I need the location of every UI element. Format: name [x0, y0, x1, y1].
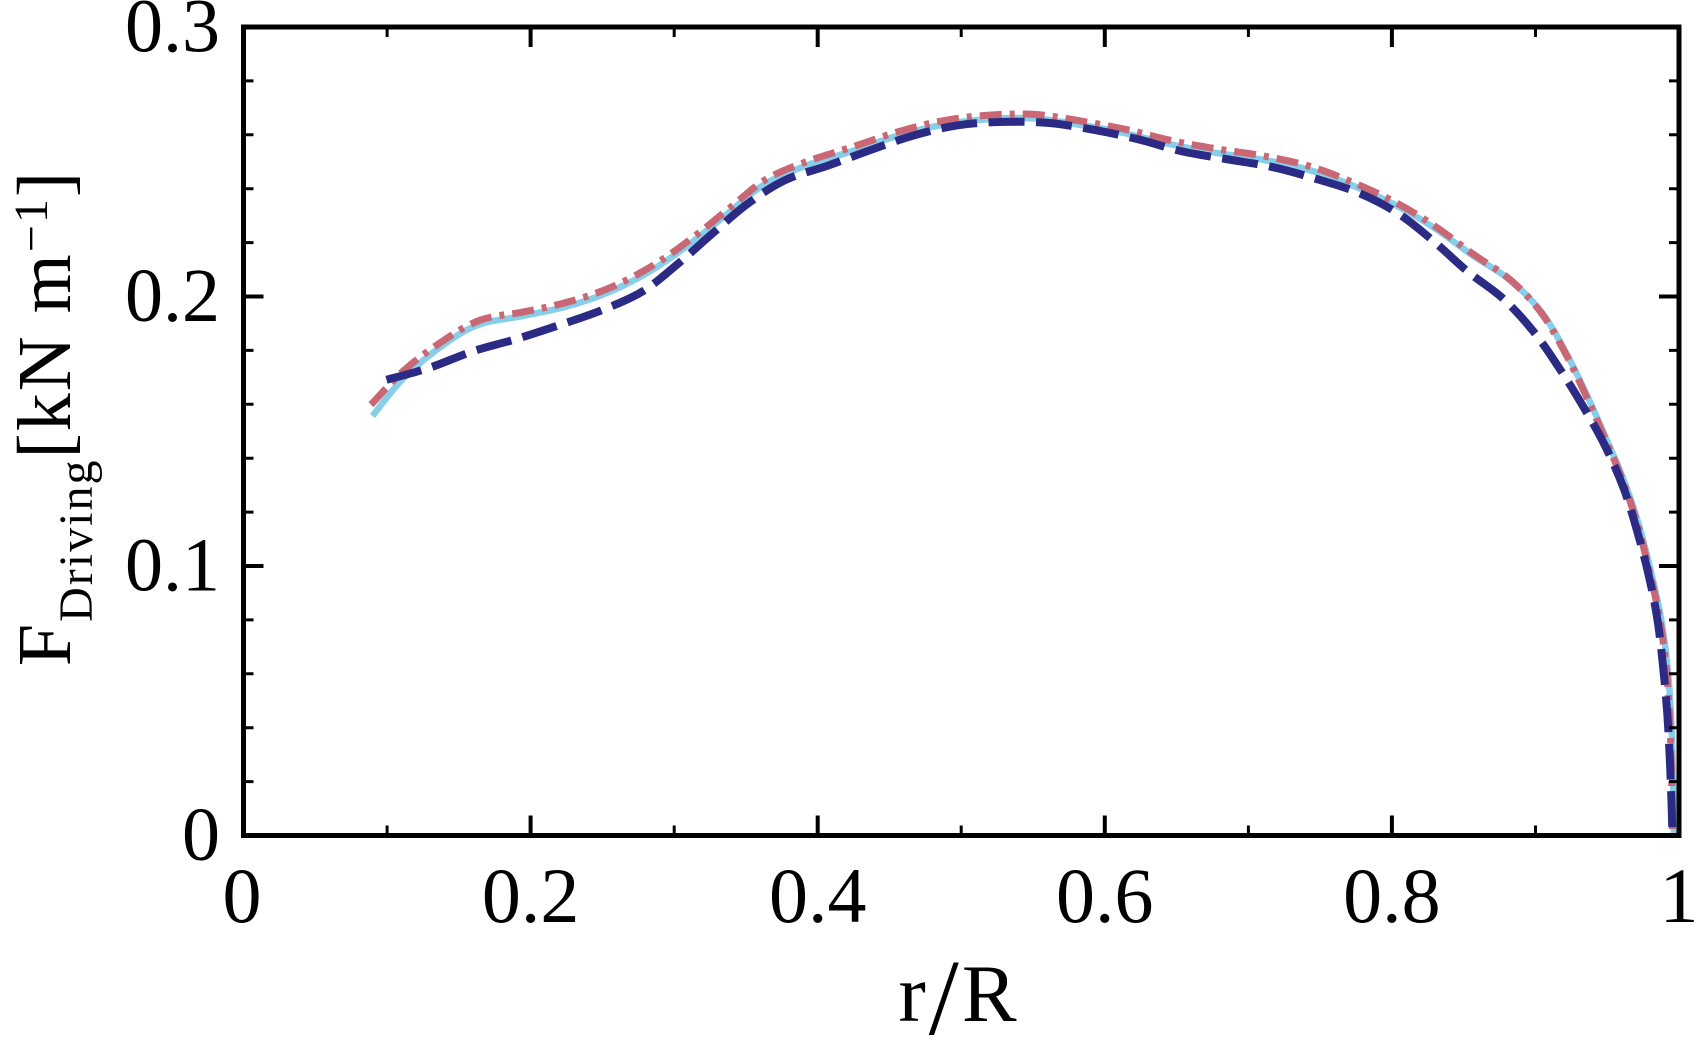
svg-text:r/R: r/R: [898, 939, 1019, 1045]
svg-text:0.3: 0.3: [125, 0, 220, 69]
svg-text:0: 0: [182, 793, 220, 877]
svg-text:0.8: 0.8: [1343, 852, 1441, 939]
svg-text:0.4: 0.4: [769, 852, 867, 939]
svg-text:0.1: 0.1: [125, 524, 220, 608]
svg-text:1: 1: [1660, 852, 1699, 939]
svg-text:0.6: 0.6: [1056, 852, 1154, 939]
svg-text:0.2: 0.2: [125, 254, 220, 338]
svg-text:0.2: 0.2: [482, 852, 580, 939]
svg-text:0: 0: [223, 852, 262, 939]
